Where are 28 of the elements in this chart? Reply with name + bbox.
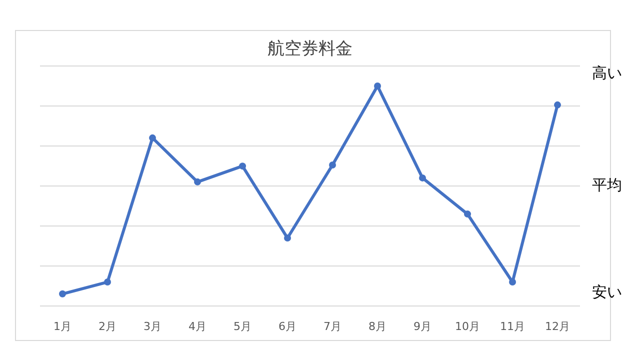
x-tick-label: 2月: [98, 320, 116, 333]
x-tick-label: 1月: [54, 320, 72, 333]
x-tick-label: 3月: [144, 320, 162, 333]
x-tick-label: 4月: [188, 320, 206, 333]
x-tick-label: 12月: [545, 320, 570, 333]
point: [419, 174, 426, 182]
x-tick-label: 5月: [234, 320, 252, 333]
x-tick-label: 6月: [278, 320, 296, 333]
point: [194, 178, 201, 186]
text: 高い: [592, 64, 622, 82]
point: [329, 161, 336, 168]
point: [509, 278, 516, 286]
point: [59, 290, 66, 298]
x-tick-label: 9月: [414, 320, 432, 333]
point: [554, 101, 561, 108]
x-tick-label: 11月: [500, 320, 525, 333]
point: [104, 278, 111, 286]
point: [374, 82, 381, 90]
point: [239, 162, 246, 170]
x-tick-label: 8月: [368, 320, 386, 333]
point: [464, 210, 471, 218]
text: 安い: [592, 283, 622, 301]
point: [149, 134, 156, 142]
x-tick-label: 10月: [455, 320, 480, 333]
point: [284, 234, 291, 242]
x-tick-label: 7月: [324, 320, 342, 333]
text: 平均: [592, 176, 622, 194]
chart-title: 航空券料金: [268, 39, 352, 59]
